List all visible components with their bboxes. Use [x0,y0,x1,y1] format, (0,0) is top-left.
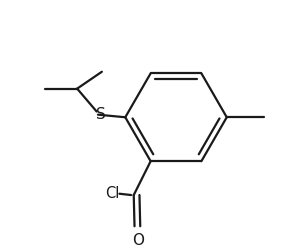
Text: O: O [132,233,144,248]
Text: Cl: Cl [105,186,119,201]
Text: S: S [96,107,105,122]
